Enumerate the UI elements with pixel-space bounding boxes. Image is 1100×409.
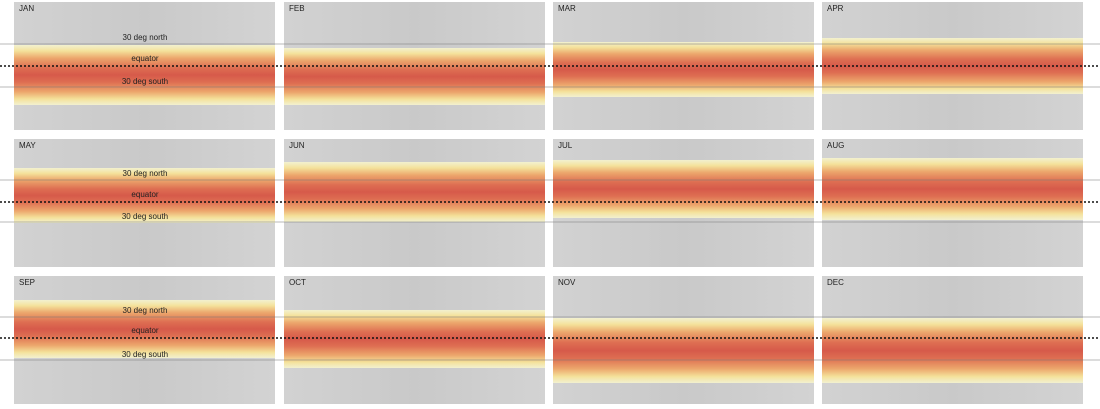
map-panel: JUN [284, 139, 545, 267]
precipitation-band [822, 158, 1083, 220]
map-panel: NOV [553, 276, 814, 404]
precipitation-band [553, 42, 814, 97]
latitude-label: 30 deg north [123, 33, 168, 42]
month-label: SEP [19, 278, 35, 287]
map-panel: DEC [822, 276, 1083, 404]
map-panel: AUG [822, 139, 1083, 267]
precipitation-band [284, 48, 545, 105]
precipitation-band [14, 300, 275, 358]
latitude-label: equator [131, 326, 158, 335]
precipitation-band [284, 310, 545, 368]
latitude-label: equator [131, 190, 158, 199]
precipitation-band [553, 318, 814, 383]
precipitation-band [14, 45, 275, 105]
latitude-label: 30 deg north [123, 306, 168, 315]
month-label: FEB [289, 4, 305, 13]
month-label: APR [827, 4, 844, 13]
latitude-label: 30 deg north [123, 169, 168, 178]
map-panel: SEP [14, 276, 275, 404]
month-label: MAR [558, 4, 576, 13]
precipitation-band [822, 318, 1083, 383]
latitude-label: 30 deg south [122, 212, 168, 221]
month-label: AUG [827, 141, 844, 150]
month-label: OCT [289, 278, 306, 287]
latitude-label: 30 deg south [122, 350, 168, 359]
month-label: JAN [19, 4, 34, 13]
map-panel: JUL [553, 139, 814, 267]
precipitation-band [553, 160, 814, 218]
month-label: MAY [19, 141, 36, 150]
latitude-label: 30 deg south [122, 77, 168, 86]
map-panel: JAN [14, 2, 275, 130]
month-label: NOV [558, 278, 576, 287]
month-label: JUN [289, 141, 305, 150]
map-panel: MAY [14, 139, 275, 267]
precipitation-band [14, 168, 275, 223]
month-label: JUL [558, 141, 573, 150]
month-label: DEC [827, 278, 844, 287]
map-panel: OCT [284, 276, 545, 404]
latitude-label: equator [131, 54, 158, 63]
precipitation-band [284, 162, 545, 222]
